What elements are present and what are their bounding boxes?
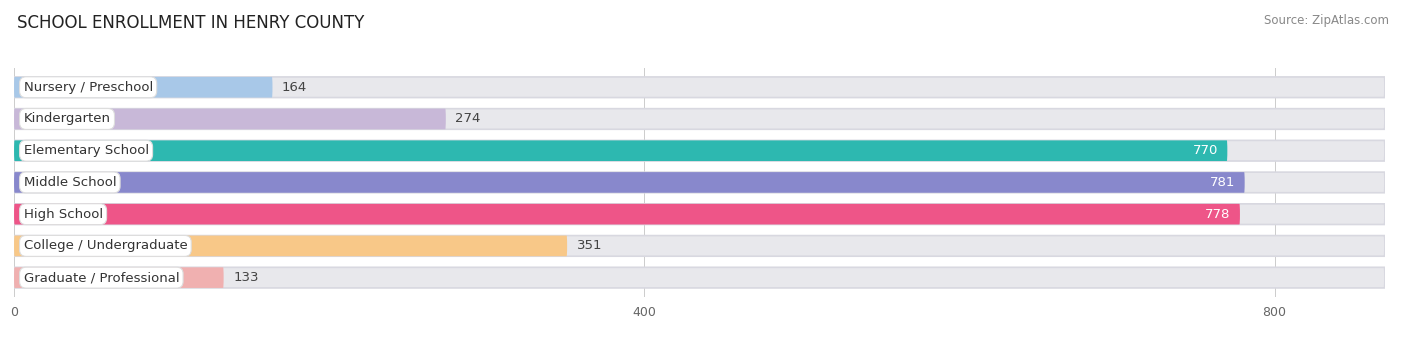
Text: Graduate / Professional: Graduate / Professional bbox=[24, 271, 179, 284]
Text: SCHOOL ENROLLMENT IN HENRY COUNTY: SCHOOL ENROLLMENT IN HENRY COUNTY bbox=[17, 14, 364, 32]
FancyBboxPatch shape bbox=[14, 109, 1385, 129]
FancyBboxPatch shape bbox=[14, 172, 1244, 193]
Text: Kindergarten: Kindergarten bbox=[24, 113, 111, 125]
FancyBboxPatch shape bbox=[14, 140, 1385, 161]
FancyBboxPatch shape bbox=[14, 236, 1385, 256]
Text: 770: 770 bbox=[1192, 144, 1218, 157]
Text: Middle School: Middle School bbox=[24, 176, 117, 189]
Text: Nursery / Preschool: Nursery / Preschool bbox=[24, 81, 153, 94]
Text: 164: 164 bbox=[283, 81, 307, 94]
Text: College / Undergraduate: College / Undergraduate bbox=[24, 239, 187, 252]
Text: 133: 133 bbox=[233, 271, 259, 284]
Text: 274: 274 bbox=[456, 113, 481, 125]
Text: Elementary School: Elementary School bbox=[24, 144, 149, 157]
FancyBboxPatch shape bbox=[14, 267, 224, 288]
FancyBboxPatch shape bbox=[14, 172, 1385, 193]
FancyBboxPatch shape bbox=[14, 236, 567, 256]
Text: High School: High School bbox=[24, 208, 103, 221]
Text: 781: 781 bbox=[1209, 176, 1236, 189]
FancyBboxPatch shape bbox=[14, 204, 1240, 224]
Text: 351: 351 bbox=[576, 239, 602, 252]
FancyBboxPatch shape bbox=[14, 204, 1385, 224]
FancyBboxPatch shape bbox=[14, 109, 446, 129]
Text: Source: ZipAtlas.com: Source: ZipAtlas.com bbox=[1264, 14, 1389, 27]
FancyBboxPatch shape bbox=[14, 140, 1227, 161]
FancyBboxPatch shape bbox=[14, 77, 273, 98]
Text: 778: 778 bbox=[1205, 208, 1230, 221]
FancyBboxPatch shape bbox=[14, 267, 1385, 288]
FancyBboxPatch shape bbox=[14, 77, 1385, 98]
